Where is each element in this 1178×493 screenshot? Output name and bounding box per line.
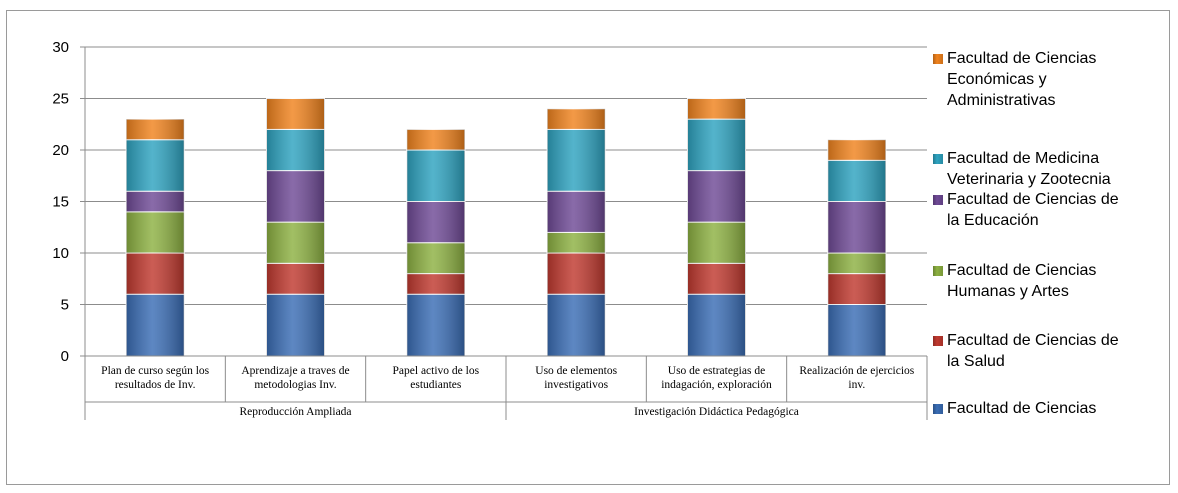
- legend-label: Facultad de Ciencias de la Salud: [947, 330, 1172, 372]
- bar-segment: [827, 273, 887, 306]
- x-category-label: Uso de elementos investigativos: [506, 364, 646, 392]
- legend-label: Facultad de Medicina Veterinaria y Zootec…: [947, 148, 1172, 190]
- bar-segment: [687, 221, 746, 264]
- bar-segment: [546, 252, 606, 295]
- x-category-label-line: resultados de Inv.: [114, 379, 196, 391]
- bar-segment: [546, 108, 606, 130]
- bar-segment: [827, 201, 887, 254]
- legend-label: Facultad de Ciencias Económicas y Administ…: [947, 48, 1172, 111]
- x-category-label: Uso de estrategias de indagación, explora…: [646, 364, 786, 392]
- x-category-label-line: Uso de elementos: [535, 365, 618, 377]
- legend-label-line: la Educación: [947, 212, 1039, 229]
- legend-label-line: Facultad de Ciencias de: [947, 332, 1119, 349]
- bar-segment: [125, 118, 185, 141]
- legend-label: Facultad de Ciencias: [947, 398, 1172, 419]
- x-category-label-line: estudiantes: [410, 379, 462, 391]
- legend-swatch: [933, 195, 943, 205]
- legend-label-line: Facultad de Ciencias: [947, 400, 1097, 417]
- legend-swatch: [933, 336, 943, 346]
- x-category-label: Papel activo de los estudiantes: [366, 364, 506, 392]
- x-category-label: Realización de ejercicios inv.: [787, 364, 927, 392]
- bar-segment: [687, 118, 746, 172]
- bar-segment: [266, 293, 325, 357]
- y-tick-label: 5: [61, 297, 69, 314]
- bar-segment: [687, 170, 746, 223]
- bar-segment: [546, 293, 606, 357]
- legend-label: Facultad de Ciencias Humanas y Artes: [947, 260, 1172, 302]
- legend-swatch: [933, 54, 943, 64]
- bar-segment: [827, 159, 887, 203]
- legend-swatch: [933, 266, 943, 276]
- legend-swatch: [933, 404, 943, 414]
- bar-segment: [125, 139, 185, 192]
- legend-label-line: Administrativas: [947, 92, 1056, 109]
- x-group-label: Reproducción Ampliada: [239, 406, 351, 418]
- bar-segment: [546, 190, 606, 233]
- x-category-label-line: Realización de ejercicios: [799, 365, 915, 377]
- bar-segment: [125, 293, 185, 357]
- bar-segment: [687, 293, 746, 357]
- bar-segment: [266, 221, 325, 264]
- bar-segment: [687, 98, 746, 120]
- bar-segment: [546, 231, 606, 254]
- bar-segment: [827, 139, 887, 161]
- x-category-label-line: Papel activo de los: [392, 365, 480, 377]
- legend-label-line: la Salud: [947, 353, 1005, 370]
- category-groups: Reproducción Ampliada Investigación Didác…: [239, 406, 798, 418]
- legend-label-line: Facultad de Ciencias de: [947, 191, 1119, 208]
- bar-segment: [827, 252, 887, 275]
- bar-segment: [546, 128, 606, 192]
- axes: [84, 47, 928, 420]
- y-tick-label: 20: [52, 142, 69, 159]
- y-tick-label: 0: [61, 348, 69, 365]
- gridlines: [85, 46, 927, 305]
- bar-segment: [406, 242, 466, 275]
- bar-segment: [406, 128, 466, 151]
- bar-segment: [125, 252, 185, 295]
- x-category-label: Plan de curso según los resultados de Inv…: [85, 364, 225, 392]
- bar-segment: [266, 128, 325, 172]
- bar-segment: [406, 293, 466, 357]
- bar-segment: [406, 149, 466, 202]
- legend-label: Facultad de Ciencias de la Educación: [947, 189, 1172, 231]
- x-category-label-line: Uso de estrategias de: [667, 365, 766, 377]
- legend-label-line: Facultad de Ciencias: [947, 50, 1097, 67]
- bars: [125, 98, 887, 357]
- x-category-label-line: indagación, exploración: [661, 379, 772, 391]
- legend-swatch: [933, 154, 943, 164]
- bar-segment: [266, 262, 325, 295]
- x-category-label: Aprendizaje a traves de metodologias Inv.: [225, 364, 365, 392]
- legend-label-line: Veterinaria y Zootecnia: [947, 171, 1111, 188]
- bar-segment: [125, 190, 185, 213]
- legend-label-line: Facultad de Medicina: [947, 150, 1100, 167]
- x-category-label-line: Plan de curso según los: [101, 365, 210, 377]
- bar-segment: [827, 304, 887, 357]
- bar-segment: [687, 262, 746, 295]
- legend-label-line: Humanas y Artes: [947, 283, 1069, 300]
- x-category-label-line: metodologias Inv.: [254, 379, 337, 391]
- x-category-label-line: inv.: [848, 379, 866, 391]
- y-tick-label: 30: [52, 39, 69, 56]
- bar-segment: [406, 273, 466, 295]
- x-group-label: Investigación Didáctica Pedagógica: [634, 406, 799, 418]
- bar-segment: [266, 170, 325, 223]
- y-tick-label: 25: [52, 91, 69, 108]
- legend-label-line: Facultad de Ciencias: [947, 262, 1097, 279]
- y-axis-ticks: 0 5 10 15 20 25 30: [52, 39, 85, 365]
- y-tick-label: 15: [52, 194, 69, 211]
- legend-label-line: Económicas y: [947, 71, 1047, 88]
- bar-segment: [125, 211, 185, 254]
- bar-segment: [406, 201, 466, 244]
- y-tick-label: 10: [52, 245, 69, 262]
- bar-segment: [266, 98, 325, 130]
- x-category-label-line: investigativos: [544, 379, 609, 391]
- x-category-label-line: Aprendizaje a traves de: [241, 365, 350, 377]
